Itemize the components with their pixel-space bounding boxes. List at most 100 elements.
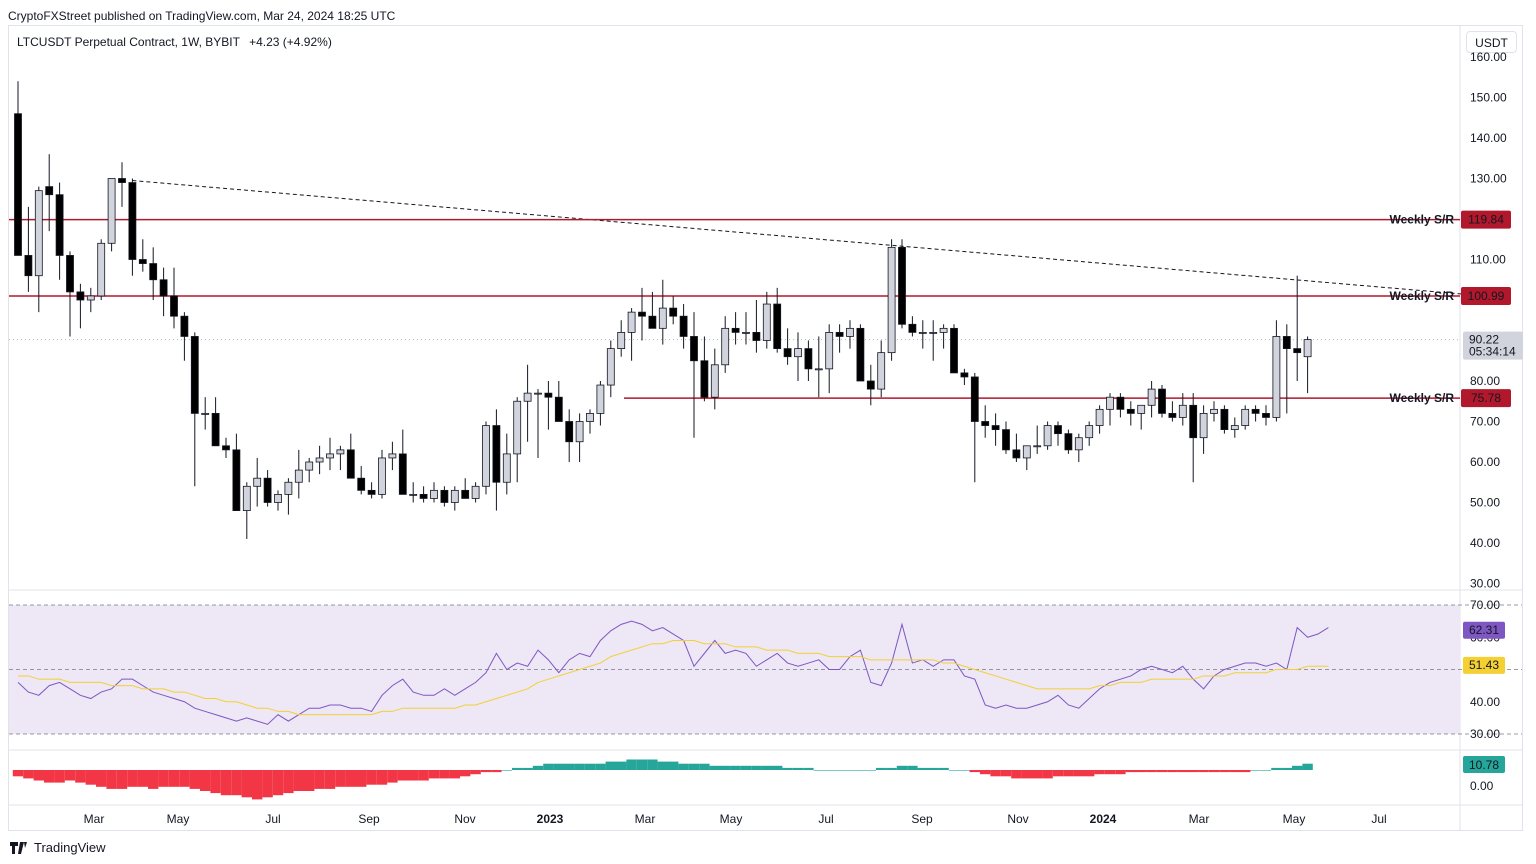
candle <box>471 482 480 503</box>
histogram-bar <box>231 770 242 796</box>
candle-body <box>1210 408 1218 414</box>
candle-body <box>263 477 272 503</box>
candle <box>638 287 646 341</box>
candle-body <box>794 348 802 358</box>
histogram-bar <box>460 770 471 777</box>
candle-body <box>409 493 418 496</box>
histogram-bar <box>647 759 658 770</box>
candle <box>1282 324 1291 414</box>
candle-body <box>232 449 241 512</box>
candle-body <box>211 412 220 447</box>
x-tick-label: Jul <box>265 812 280 826</box>
candle-body <box>367 489 376 495</box>
x-tick-label: Nov <box>454 812 475 826</box>
candle <box>794 332 802 381</box>
histogram-bar <box>1073 770 1084 777</box>
histogram-bar <box>512 767 523 770</box>
histogram-bar <box>553 763 564 770</box>
x-tick-label: Jul <box>818 812 833 826</box>
candle <box>1158 385 1166 418</box>
histogram-bar <box>366 770 377 785</box>
candle-body <box>752 331 761 341</box>
histogram-bar <box>543 763 554 770</box>
candle <box>970 372 979 483</box>
candle <box>1074 433 1083 462</box>
price-tick-label: 60.00 <box>1470 455 1500 469</box>
candle-body <box>617 331 626 349</box>
histogram-bar <box>678 763 689 770</box>
candle-body <box>627 311 636 333</box>
candle <box>1230 417 1239 438</box>
histogram-bar <box>1250 770 1261 771</box>
candle-body <box>1262 412 1270 418</box>
symbol-name: LTCUSDT Perpetual Contract, 1W, BYBIT <box>17 35 240 49</box>
candle-body <box>908 323 917 333</box>
histogram-bar <box>876 767 887 770</box>
histogram-bar <box>1042 770 1053 779</box>
candle <box>305 457 314 483</box>
candle-body <box>55 194 64 256</box>
histogram-value-text: 10.78 <box>1469 758 1499 772</box>
candle <box>336 445 345 471</box>
histogram-bar <box>335 770 346 787</box>
histogram-bar <box>865 770 876 771</box>
histogram-bar <box>75 770 86 783</box>
candle <box>1210 401 1218 422</box>
candle-body <box>783 348 792 358</box>
candle-body <box>34 190 43 277</box>
candle-body <box>419 493 428 499</box>
histogram-bar <box>189 770 200 789</box>
candle-body <box>346 449 355 479</box>
histogram-bar <box>824 770 835 771</box>
current-price-tag <box>1463 331 1523 360</box>
candle <box>866 364 875 406</box>
candle-body <box>835 331 844 337</box>
candle-body <box>1022 445 1031 459</box>
histogram-bar <box>200 770 211 791</box>
candle-body <box>326 453 334 459</box>
candle <box>492 409 501 511</box>
candle <box>263 470 272 507</box>
candle-body <box>638 311 646 317</box>
histogram-bar <box>844 770 856 771</box>
histogram-bar <box>1094 770 1105 775</box>
candle <box>1241 405 1250 430</box>
histogram-bar <box>990 770 1001 777</box>
histogram-bar <box>1271 767 1282 770</box>
x-tick-label: May <box>1283 812 1306 826</box>
candle <box>461 478 470 499</box>
candle <box>762 291 771 349</box>
candle-body <box>575 421 584 443</box>
currency-button[interactable]: USDT <box>1466 31 1517 53</box>
candle <box>648 291 657 329</box>
candle-body <box>1303 339 1312 358</box>
candle-body <box>357 477 366 491</box>
candle-body <box>554 396 563 422</box>
candle <box>1199 405 1208 454</box>
candle-body <box>721 327 730 366</box>
candle-body <box>190 336 199 414</box>
histogram-bar <box>938 767 949 770</box>
histogram-bar <box>439 770 450 779</box>
histogram-bar <box>959 770 970 771</box>
candle-body <box>825 331 834 370</box>
histogram-bar <box>1000 770 1012 777</box>
candle <box>170 267 178 329</box>
candle-body <box>128 182 137 260</box>
histogram-bar <box>137 770 148 787</box>
candle <box>554 381 563 422</box>
candle <box>284 478 293 515</box>
candle <box>440 486 449 507</box>
candle <box>742 312 750 345</box>
candle-body <box>1220 408 1229 431</box>
candle <box>232 433 241 512</box>
histogram-bar <box>116 770 128 789</box>
histogram-bar <box>969 770 980 773</box>
price-tick-label: 80.00 <box>1470 374 1500 388</box>
candle-body <box>648 315 657 329</box>
sr-price-tag <box>1461 389 1511 408</box>
histogram-bar <box>252 770 263 800</box>
candle-body <box>482 425 490 487</box>
candle <box>534 389 542 458</box>
